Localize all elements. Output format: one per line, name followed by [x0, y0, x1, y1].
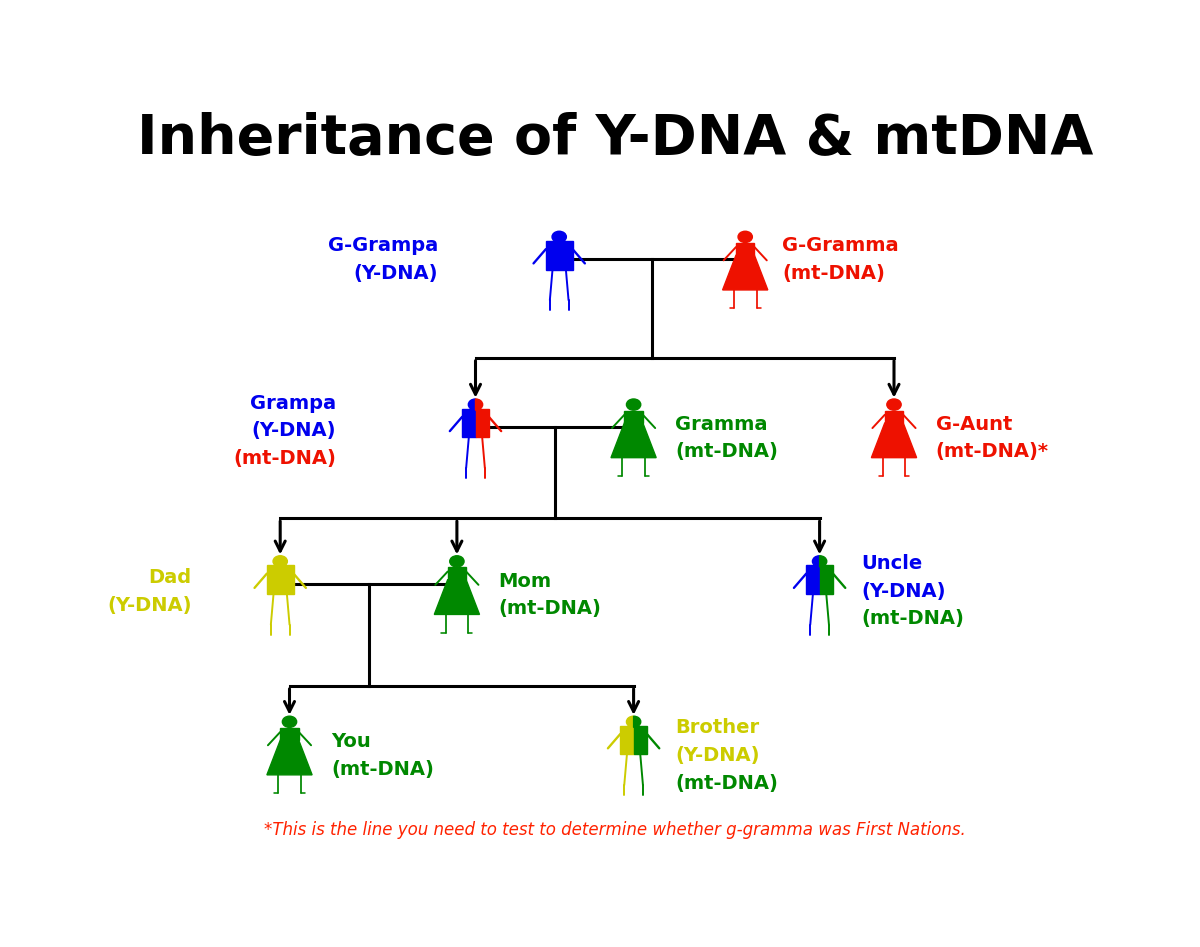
Text: G-Aunt: G-Aunt — [936, 415, 1013, 434]
Text: Gramma: Gramma — [676, 415, 768, 434]
Wedge shape — [626, 716, 634, 727]
Text: (Y-DNA): (Y-DNA) — [862, 581, 946, 600]
Bar — [736, 243, 755, 256]
Text: (Y-DNA): (Y-DNA) — [676, 746, 760, 765]
Bar — [546, 241, 572, 270]
Text: (Y-DNA): (Y-DNA) — [252, 421, 336, 440]
Bar — [448, 567, 466, 580]
Text: G-Gramma: G-Gramma — [782, 236, 899, 255]
Text: G-Grampa: G-Grampa — [328, 236, 438, 255]
Polygon shape — [820, 565, 833, 594]
Wedge shape — [468, 399, 475, 410]
Text: (mt-DNA): (mt-DNA) — [782, 264, 886, 283]
Polygon shape — [611, 423, 656, 457]
Text: *This is the line you need to test to determine whether g-gramma was First Natio: *This is the line you need to test to de… — [264, 821, 966, 839]
Polygon shape — [806, 565, 820, 594]
Bar — [624, 411, 643, 423]
Text: You: You — [331, 732, 371, 751]
Polygon shape — [871, 423, 917, 457]
Polygon shape — [462, 409, 475, 438]
Wedge shape — [475, 399, 482, 410]
Text: (mt-DNA): (mt-DNA) — [676, 774, 779, 793]
Text: Dad: Dad — [149, 568, 192, 587]
Polygon shape — [266, 741, 312, 775]
Wedge shape — [634, 716, 641, 727]
Text: (Y-DNA): (Y-DNA) — [354, 264, 438, 283]
Text: Inheritance of Y-DNA & mtDNA: Inheritance of Y-DNA & mtDNA — [137, 112, 1093, 166]
Text: (mt-DNA)*: (mt-DNA)* — [936, 442, 1049, 461]
Text: (Y-DNA): (Y-DNA) — [107, 596, 192, 615]
Text: (mt-DNA): (mt-DNA) — [862, 610, 965, 629]
Bar — [281, 728, 299, 741]
Circle shape — [450, 556, 464, 567]
Polygon shape — [634, 725, 647, 755]
Bar — [884, 411, 904, 423]
Circle shape — [552, 231, 566, 242]
Wedge shape — [812, 556, 820, 567]
Circle shape — [626, 399, 641, 410]
Circle shape — [887, 399, 901, 410]
Polygon shape — [620, 725, 634, 755]
Text: Mom: Mom — [499, 572, 552, 591]
Polygon shape — [722, 256, 768, 290]
Text: (mt-DNA): (mt-DNA) — [233, 449, 336, 468]
Text: Uncle: Uncle — [862, 554, 923, 573]
Polygon shape — [434, 580, 480, 615]
Wedge shape — [820, 556, 827, 567]
Bar — [266, 565, 294, 594]
Text: Grampa: Grampa — [250, 394, 336, 413]
Circle shape — [282, 716, 296, 727]
Circle shape — [738, 231, 752, 242]
Text: (mt-DNA): (mt-DNA) — [676, 442, 779, 461]
Text: (mt-DNA): (mt-DNA) — [499, 599, 601, 618]
Text: Brother: Brother — [676, 718, 760, 737]
Polygon shape — [475, 409, 488, 438]
Text: (mt-DNA): (mt-DNA) — [331, 759, 434, 778]
Circle shape — [274, 556, 287, 567]
